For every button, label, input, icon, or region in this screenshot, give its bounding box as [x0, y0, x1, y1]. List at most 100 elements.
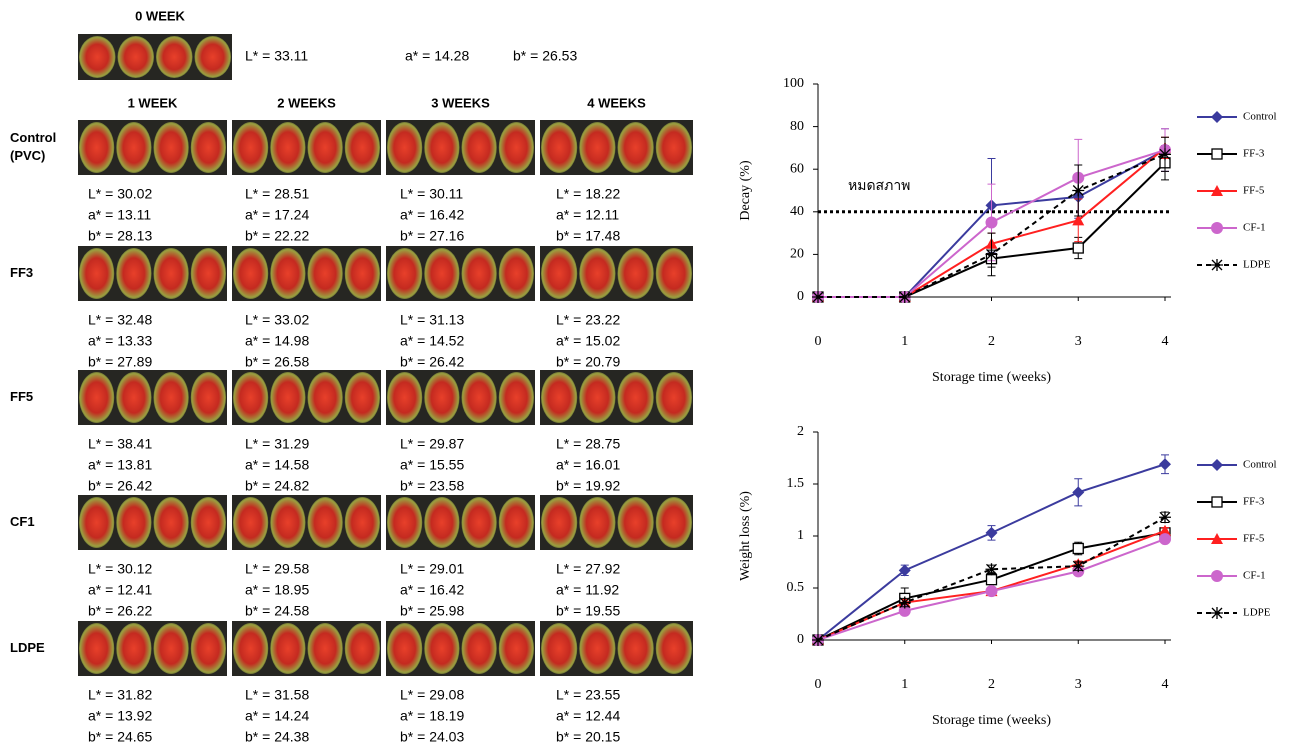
color-value: a* = 14.28: [405, 48, 469, 64]
color-value: a* = 14.98: [245, 333, 309, 349]
color-value: L* = 27.92: [556, 561, 620, 577]
legend-label: FF-3: [1243, 148, 1265, 160]
fruit: [307, 497, 343, 548]
color-value: L* = 23.22: [556, 312, 620, 328]
color-value: a* = 14.58: [245, 457, 309, 473]
color-value: L* = 31.29: [245, 436, 309, 452]
fruit: [79, 623, 115, 674]
x-tick-label: 2: [988, 334, 995, 349]
marker: [1211, 496, 1223, 508]
marker: [1211, 607, 1223, 619]
fruit: [156, 36, 193, 78]
fruit: [190, 623, 226, 674]
marker: [1072, 560, 1085, 573]
x-tick-label: 1: [901, 334, 908, 349]
fruit: [387, 372, 423, 423]
y-tick-label: 100: [783, 76, 804, 91]
marker: [1159, 458, 1171, 471]
fruit: [424, 248, 460, 299]
color-value: b* = 24.03: [400, 729, 464, 745]
color-value: L* = 33.11: [245, 48, 308, 64]
y-tick-label: 20: [790, 247, 804, 262]
photo: [386, 246, 535, 301]
fruit: [617, 122, 654, 173]
color-value: L* = 31.13: [400, 312, 464, 328]
fruit: [498, 372, 534, 423]
threshold-label: หมดสภาพ: [848, 179, 910, 194]
fruit: [579, 623, 616, 674]
marker: [1159, 533, 1171, 546]
fruit: [307, 372, 343, 423]
legend-label: FF-3: [1243, 496, 1265, 508]
photo: [540, 120, 693, 175]
color-value: a* = 11.92: [556, 582, 619, 598]
color-value: L* = 29.01: [400, 561, 464, 577]
fruit: [541, 372, 578, 423]
photo: [232, 370, 381, 425]
color-value: L* = 29.58: [245, 561, 309, 577]
fruit: [153, 372, 189, 423]
series-line: [817, 516, 1166, 641]
legend-label: CF-1: [1243, 570, 1266, 582]
marker: [1072, 486, 1085, 499]
y-tick-label: 0: [797, 289, 804, 304]
color-value: L* = 30.11: [400, 186, 463, 202]
marker: [985, 585, 998, 598]
photo: [386, 370, 535, 425]
fruit: [617, 372, 654, 423]
color-value: b* = 27.89: [88, 354, 152, 370]
fruit: [307, 122, 343, 173]
y-axis-title: Decay (%): [738, 160, 753, 221]
color-value: L* = 28.51: [245, 186, 309, 202]
marker: [1211, 570, 1223, 582]
marker: [985, 248, 998, 261]
color-value: b* = 19.55: [556, 603, 620, 619]
fruit: [270, 372, 306, 423]
marker: [1159, 148, 1171, 161]
fruit: [655, 372, 692, 423]
fruit: [190, 248, 226, 299]
photo: [232, 246, 381, 301]
photo: [78, 621, 227, 676]
color-value: b* = 26.22: [88, 603, 152, 619]
color-value: a* = 16.01: [556, 457, 620, 473]
photo: [78, 370, 227, 425]
color-value: b* = 28.13: [88, 228, 152, 244]
fruit: [190, 372, 226, 423]
marker: [985, 574, 998, 586]
x-axis-title: Storage time (weeks): [932, 370, 1051, 385]
marker: [985, 563, 998, 576]
legend-label: Control: [1243, 111, 1277, 123]
photo: [540, 246, 693, 301]
legend-label: Control: [1243, 459, 1277, 471]
photo: [78, 34, 232, 80]
fruit: [233, 497, 269, 548]
fruit: [655, 497, 692, 548]
fruit: [461, 372, 497, 423]
x-tick-label: 3: [1075, 334, 1082, 349]
x-tick-label: 2: [988, 677, 995, 692]
y-tick-label: 40: [790, 204, 804, 219]
fruit: [617, 497, 654, 548]
color-value: L* = 32.48: [88, 312, 152, 328]
x-tick-label: 0: [815, 334, 822, 349]
series-line: [817, 463, 1166, 641]
fruit: [424, 122, 460, 173]
color-value: L* = 23.55: [556, 687, 620, 703]
color-value: L* = 31.58: [245, 687, 309, 703]
fruit: [498, 122, 534, 173]
marker: [1211, 222, 1223, 234]
color-value: b* = 20.79: [556, 354, 620, 370]
fruit: [461, 497, 497, 548]
fruit: [579, 122, 616, 173]
color-value: b* = 24.58: [245, 603, 309, 619]
column-header: 2 WEEKS: [277, 95, 336, 110]
legend-label: FF-5: [1243, 185, 1265, 197]
fruit: [655, 623, 692, 674]
column-header: 3 WEEKS: [431, 95, 490, 110]
fruit: [116, 372, 152, 423]
fruit: [153, 122, 189, 173]
x-tick-label: 0: [815, 677, 822, 692]
row-label: FF5: [10, 389, 33, 404]
photo: [540, 621, 693, 676]
